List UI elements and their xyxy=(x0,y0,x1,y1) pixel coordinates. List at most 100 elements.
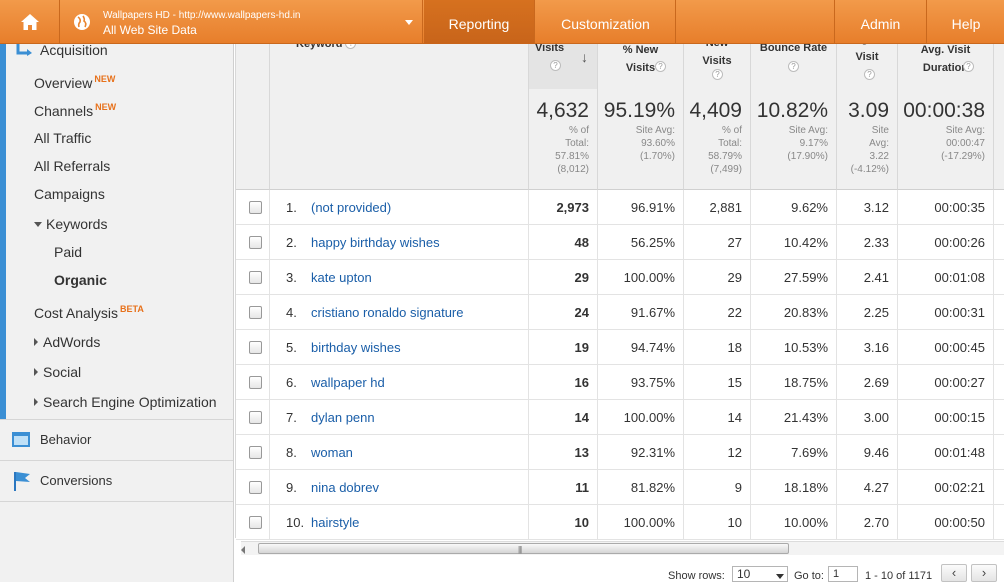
pagination-bar: Show rows: 10 Go to: 1 1 - 10 of 1171 ‹ … xyxy=(235,563,1004,582)
row-checkbox[interactable] xyxy=(249,306,262,319)
help-icon[interactable]: ? xyxy=(550,60,561,71)
summary-new-visits: 4,409 % of Total: 58.79% (7,499) xyxy=(684,89,751,190)
header-keyword[interactable]: Keyword? xyxy=(270,38,529,89)
cell-pages: 2.25 xyxy=(837,295,898,330)
cell-new-pct: 56.25% xyxy=(598,225,684,260)
header-bounce-rate-label: Bounce Rate xyxy=(759,42,828,54)
sort-descending-icon[interactable]: ↓ xyxy=(581,49,588,65)
row-checkbox[interactable] xyxy=(249,516,262,529)
keyword-link[interactable]: kate upton xyxy=(311,270,372,285)
summary-avg-duration: 00:00:38 Site Avg: 00:00:47 (-17.29%) xyxy=(898,89,994,190)
overflow-cell xyxy=(994,470,1004,505)
header-new-visits[interactable]: New Visits ? xyxy=(684,37,751,89)
sidebar-item-paid[interactable]: Paid xyxy=(54,244,83,260)
sidebar-item-social[interactable]: Social xyxy=(34,364,81,380)
cell-pages: 4.27 xyxy=(837,470,898,505)
row-checkbox[interactable] xyxy=(249,271,262,284)
table-row: 5. birthday wishes 19 94.74% 18 10.53% 3.16 00:… xyxy=(236,330,1004,365)
horizontal-scrollbar[interactable]: ||| xyxy=(241,541,1004,555)
account-url: Wallpapers HD - http://www.wallpapers-hd… xyxy=(103,10,301,21)
help-icon[interactable]: ? xyxy=(864,69,875,80)
row-checkbox[interactable] xyxy=(249,201,262,214)
cell-visits: 13 xyxy=(529,435,598,470)
sidebar-item-all-traffic[interactable]: All Traffic xyxy=(34,130,92,146)
keyword-link[interactable]: cristiano ronaldo signature xyxy=(311,305,464,320)
row-checkbox[interactable] xyxy=(249,411,262,424)
summary-detail-line: % of xyxy=(721,125,742,136)
summary-detail-line: Total: xyxy=(718,138,742,149)
keyword-link[interactable]: happy birthday wishes xyxy=(311,235,440,250)
table-row: 2. happy birthday wishes 48 56.25% 27 10.42% 2… xyxy=(236,225,1004,260)
keyword-link[interactable]: woman xyxy=(311,445,353,460)
scroll-left-arrow-icon[interactable] xyxy=(241,546,245,554)
keyword-link[interactable]: dylan penn xyxy=(311,410,375,425)
behavior-icon xyxy=(12,432,30,447)
summary-value: 10.82% xyxy=(756,99,828,122)
header-bounce-rate[interactable]: Bounce Rate ? xyxy=(751,42,837,89)
next-page-button[interactable]: › xyxy=(971,564,997,582)
sidebar-item-all-referrals[interactable]: All Referrals xyxy=(34,158,111,174)
sidebar-item-organic[interactable]: Organic xyxy=(54,272,107,288)
cell-bounce: 18.75% xyxy=(751,365,837,400)
keyword-link[interactable]: (not provided) xyxy=(311,200,392,215)
keyword-link[interactable]: hairstyle xyxy=(311,515,360,530)
cell-pages: 3.00 xyxy=(837,400,898,435)
help-icon[interactable]: ? xyxy=(788,61,799,72)
sidebar-item-keywords[interactable]: Keywords xyxy=(34,216,107,232)
row-index: 3. xyxy=(286,270,297,285)
overflow-cell xyxy=(994,190,1004,225)
summary-cell xyxy=(994,89,1004,190)
header-visits[interactable]: Visits ? ↓ xyxy=(529,42,598,89)
sidebar-item-acquisition[interactable]: Acquisition xyxy=(40,42,108,58)
header-new-visits-pct[interactable]: % New Visits ? xyxy=(598,44,684,89)
summary-detail-line: (-4.12%) xyxy=(850,164,889,175)
row-checkbox-cell xyxy=(236,330,270,365)
cell-pages: 2.70 xyxy=(837,505,898,540)
header-avg-duration[interactable]: Avg. Visit Duration ? xyxy=(898,44,994,89)
help-icon[interactable]: ? xyxy=(655,61,666,72)
goto-page-input[interactable]: 1 xyxy=(828,566,858,582)
keyword-cell: 1. (not provided) xyxy=(270,190,529,225)
scrollbar-thumb[interactable]: ||| xyxy=(258,543,789,554)
sidebar-item-campaigns[interactable]: Campaigns xyxy=(34,186,105,202)
caret-down-icon xyxy=(34,222,42,227)
acquisition-icon xyxy=(16,44,32,56)
sidebar-item-behavior[interactable]: Behavior xyxy=(40,432,92,447)
prev-page-button[interactable]: ‹ xyxy=(941,564,967,582)
help-icon[interactable]: ? xyxy=(712,69,723,80)
row-checkbox[interactable] xyxy=(249,341,262,354)
sidebar-item-cost-analysis[interactable]: Cost Analysis BETA xyxy=(34,304,144,321)
header-pages-visit[interactable]: Pages / Visit ? xyxy=(837,44,898,89)
sidebar-item-seo[interactable]: Search Engine Optimization xyxy=(34,394,217,410)
summary-detail-line: (-17.29%) xyxy=(941,151,985,162)
sidebar-item-adwords[interactable]: AdWords xyxy=(34,334,100,350)
cell-pages: 2.33 xyxy=(837,225,898,260)
row-checkbox[interactable] xyxy=(249,236,262,249)
beta-badge: BETA xyxy=(120,304,144,314)
home-icon xyxy=(20,14,39,30)
summary-detail: % of Total: 58.79% (7,499) xyxy=(708,124,742,176)
home-button[interactable] xyxy=(0,0,60,44)
keyword-cell: 3. kate upton xyxy=(270,260,529,295)
row-range-text: 1 - 10 of 1171 xyxy=(865,570,933,582)
row-checkbox[interactable] xyxy=(249,376,262,389)
keyword-cell: 6. wallpaper hd xyxy=(270,365,529,400)
sidebar-item-channels[interactable]: Channels NEW xyxy=(34,102,116,119)
row-index: 5. xyxy=(286,340,297,355)
row-checkbox[interactable] xyxy=(249,446,262,459)
keyword-link[interactable]: wallpaper hd xyxy=(311,375,385,390)
sidebar-item-conversions[interactable]: Conversions xyxy=(40,473,113,488)
table-row: 4. cristiano ronaldo signature 24 91.67% 22 2… xyxy=(236,295,1004,330)
help-icon[interactable]: ? xyxy=(963,61,974,72)
sidebar-item-label: Search Engine Optimization xyxy=(43,394,217,410)
tab-reporting[interactable]: Reporting xyxy=(424,0,535,44)
sidebar-item-overview[interactable]: Overview NEW xyxy=(34,74,115,91)
keyword-link[interactable]: nina dobrev xyxy=(311,480,379,495)
row-checkbox[interactable] xyxy=(249,481,262,494)
tab-admin[interactable]: Admin xyxy=(834,0,927,44)
overflow-cell xyxy=(994,400,1004,435)
tab-customization[interactable]: Customization xyxy=(536,0,676,44)
account-selector[interactable]: Wallpapers HD - http://www.wallpapers-hd… xyxy=(61,0,423,44)
keyword-link[interactable]: birthday wishes xyxy=(311,340,401,355)
tab-help[interactable]: Help xyxy=(951,16,981,32)
